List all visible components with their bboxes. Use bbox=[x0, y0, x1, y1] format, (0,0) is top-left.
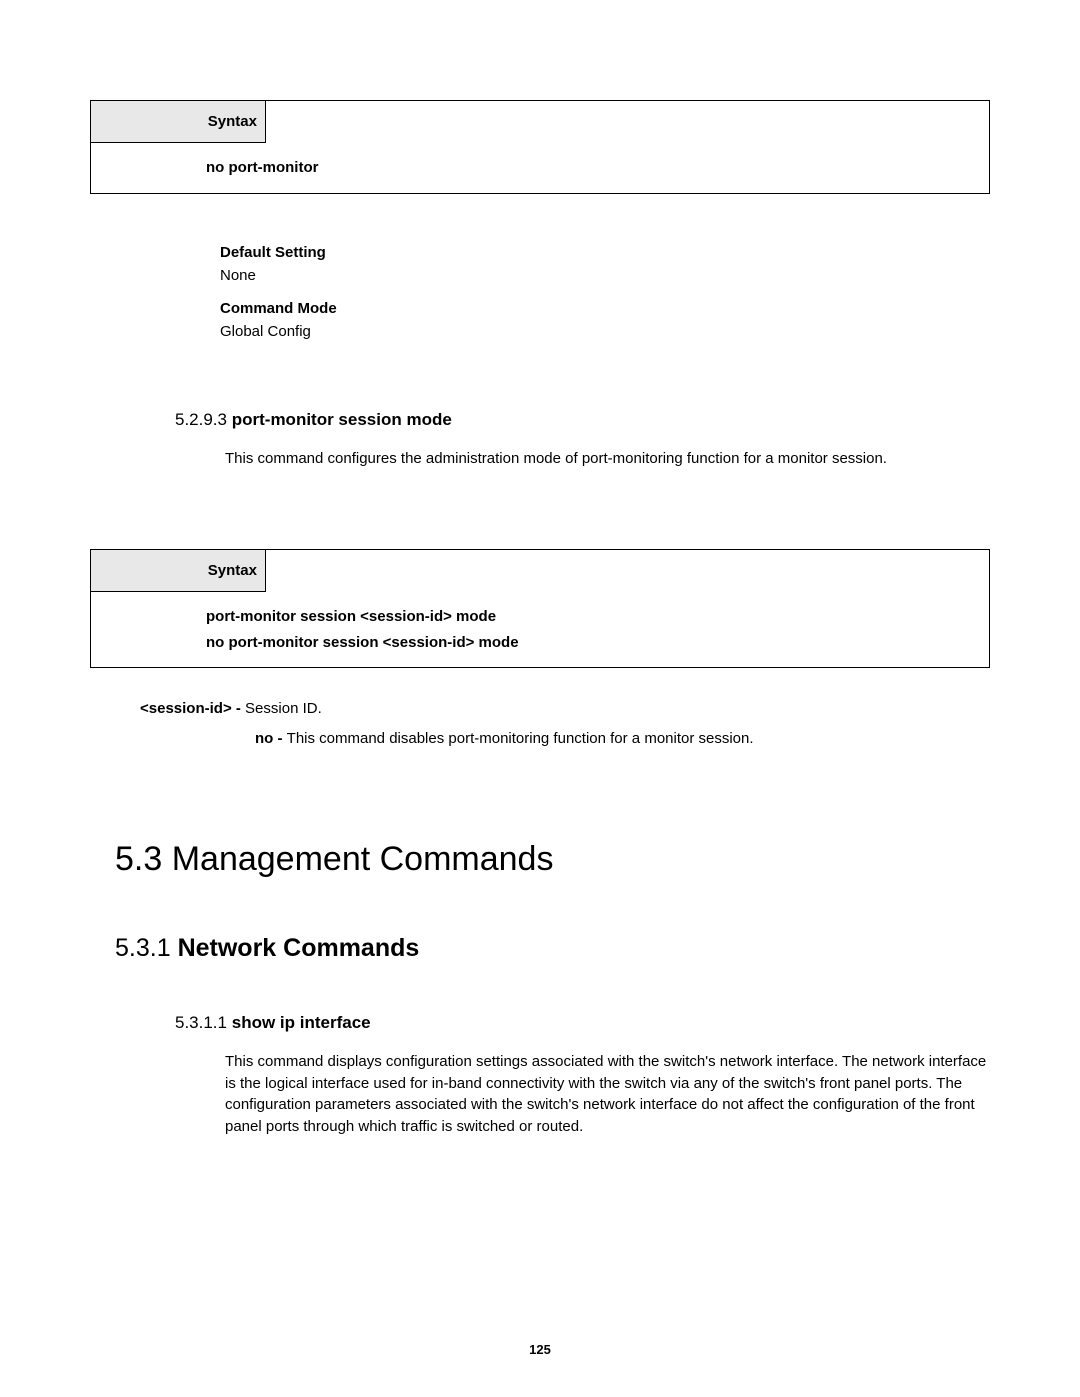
param-session-id: <session-id> - Session ID. bbox=[140, 698, 990, 720]
command-mode-value: Global Config bbox=[220, 323, 990, 340]
subsection-number: 5.3.1 bbox=[115, 934, 171, 962]
subsubsection-number: 5.2.9.3 bbox=[175, 410, 227, 429]
syntax-content: no port-monitor bbox=[91, 143, 989, 193]
command-mode-label: Command Mode bbox=[220, 300, 990, 317]
syntax-label: Syntax bbox=[91, 101, 266, 143]
syntax-line-2: no port-monitor session <session-id> mod… bbox=[206, 630, 989, 656]
document-page: Syntax no port-monitor Default Setting N… bbox=[0, 0, 1080, 1397]
section-title: Management Commands bbox=[172, 840, 554, 878]
default-setting-value: None bbox=[220, 267, 990, 284]
syntax-box-port-monitor-session: Syntax port-monitor session <session-id>… bbox=[90, 549, 990, 668]
syntax-header-row: Syntax bbox=[91, 101, 989, 143]
syntax-label: Syntax bbox=[91, 550, 266, 592]
subsubsection-5-3-1-1: 5.3.1.1 show ip interface This command d… bbox=[175, 1013, 990, 1138]
subsection-title: Network Commands bbox=[178, 934, 420, 962]
section-number: 5.3 bbox=[115, 840, 162, 878]
section-heading-5-3: 5.3 Management Commands bbox=[115, 840, 990, 879]
subsection-heading-5-3-1: 5.3.1 Network Commands bbox=[115, 934, 990, 963]
param-desc: Session ID. bbox=[245, 700, 322, 717]
default-setting-label: Default Setting bbox=[220, 244, 990, 261]
subsubsection-title: show ip interface bbox=[232, 1013, 371, 1032]
subsubsection-5-2-9-3: 5.2.9.3 port-monitor session mode This c… bbox=[175, 410, 990, 470]
settings-block: Default Setting None Command Mode Global… bbox=[220, 244, 990, 340]
parameters-block: <session-id> - Session ID. no - This com… bbox=[90, 698, 990, 750]
syntax-content: port-monitor session <session-id> mode n… bbox=[91, 592, 989, 667]
param-no: no - This command disables port-monitori… bbox=[255, 728, 990, 750]
param-name: <session-id> - bbox=[140, 700, 245, 717]
subsubsection-body: This command displays configuration sett… bbox=[225, 1051, 990, 1138]
syntax-header-row: Syntax bbox=[91, 550, 989, 592]
subsubsection-body: This command configures the administrati… bbox=[225, 448, 990, 470]
page-number: 125 bbox=[0, 1342, 1080, 1357]
syntax-box-no-port-monitor: Syntax no port-monitor bbox=[90, 100, 990, 194]
subsubsection-heading: 5.3.1.1 show ip interface bbox=[175, 1013, 990, 1033]
subsubsection-number: 5.3.1.1 bbox=[175, 1013, 227, 1032]
subsubsection-heading: 5.2.9.3 port-monitor session mode bbox=[175, 410, 990, 430]
subsubsection-title: port-monitor session mode bbox=[232, 410, 452, 429]
param-name: no - bbox=[255, 730, 287, 747]
param-desc: This command disables port-monitoring fu… bbox=[287, 730, 754, 747]
syntax-line-1: port-monitor session <session-id> mode bbox=[206, 604, 989, 630]
